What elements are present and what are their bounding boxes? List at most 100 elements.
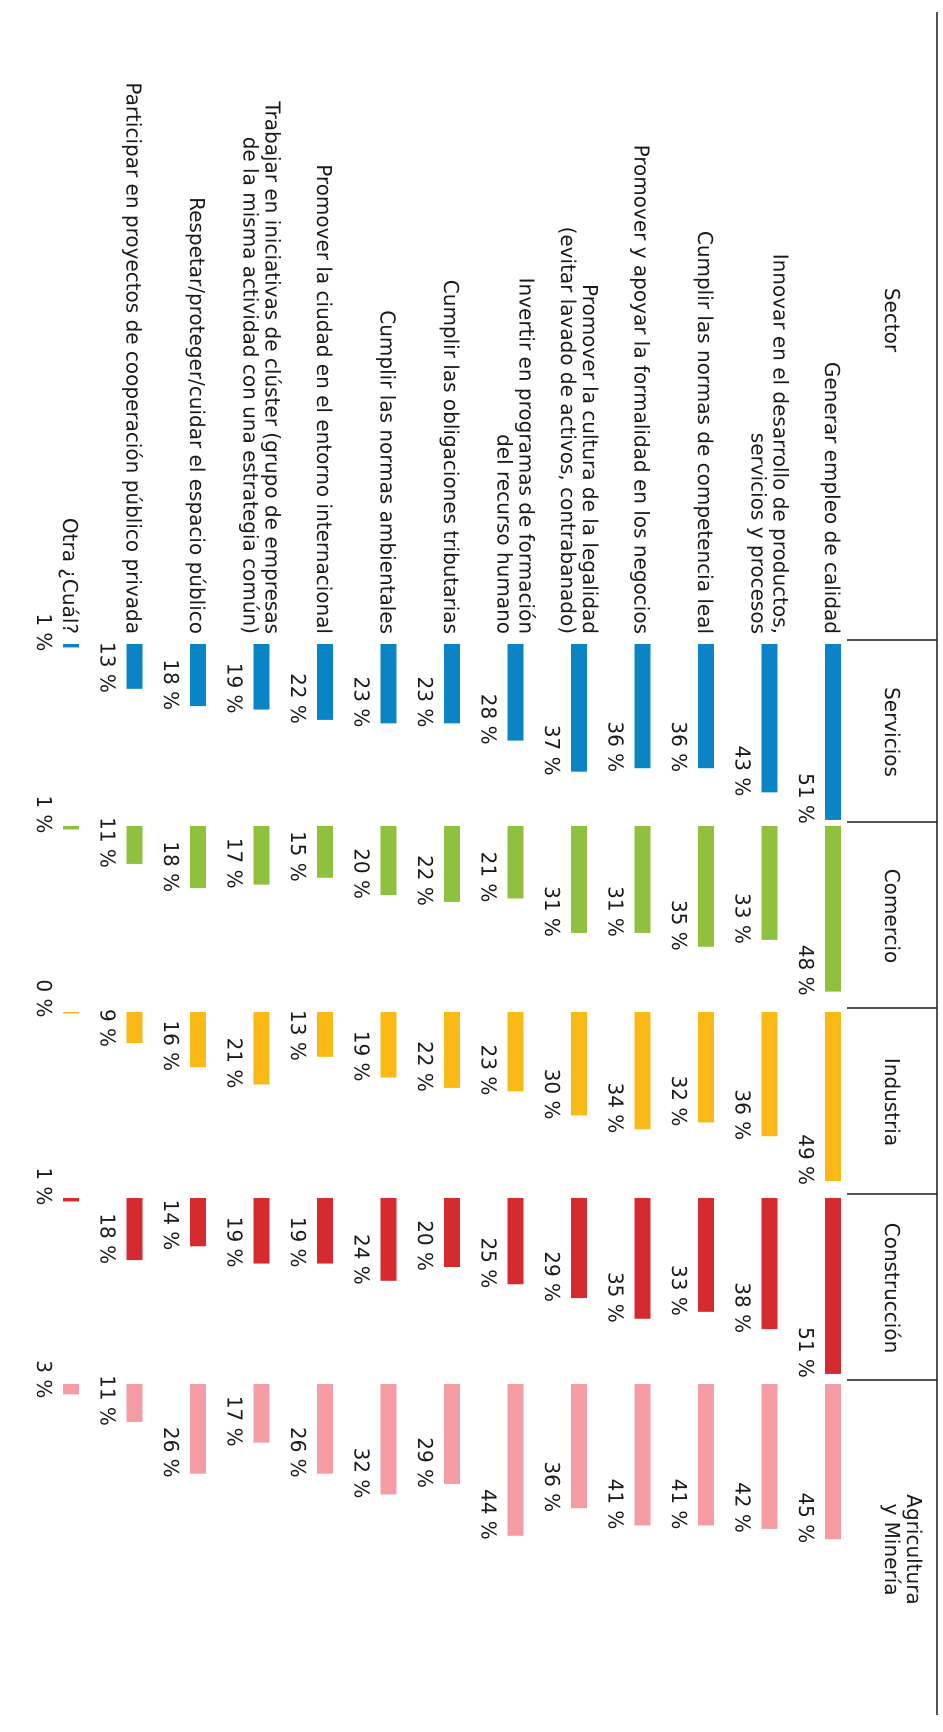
category-label: (evitar lavado de activos, contrabanado) [556,227,580,634]
category-label: Promover la ciudad en el entorno interna… [312,164,336,634]
category-label: del recurso humano [493,434,517,634]
value-label: 32 % [350,1448,374,1499]
bar [761,1198,778,1330]
value-label: 32 % [667,1076,691,1127]
bar [634,826,651,933]
value-label: 20 % [350,848,374,899]
value-label: 36 % [731,1089,755,1140]
bar [190,1012,206,1068]
value-label: 34 % [604,1082,628,1133]
bar [63,1012,79,1014]
bar [380,1012,397,1078]
bar [317,1198,333,1264]
value-label: 30 % [540,1069,564,1120]
value-label: 19 % [223,1217,247,1268]
series-header: Agricultura [902,1494,926,1604]
bar [761,644,778,793]
bar [63,1384,79,1395]
value-label: 44 % [477,1489,501,1540]
value-label: 22 % [413,1041,437,1092]
value-label: 18 % [159,841,183,892]
series-header: Construcción [880,1223,904,1354]
bar [444,644,460,724]
bar [253,1012,270,1085]
bar [507,644,524,741]
category-label: Invertir en programas de formación [515,278,539,634]
value-label: 26 % [286,1427,310,1478]
value-label: 11 % [96,817,120,868]
bar [253,1198,270,1264]
bar [444,826,460,902]
value-label: 19 % [223,663,247,714]
value-label: 31 % [540,886,564,937]
value-label: 19 % [350,1031,374,1082]
value-label: 18 % [96,1213,120,1264]
sector-header: Sector [880,288,904,353]
category-label: Cumplir las obligaciones tributarias [439,280,463,634]
bar [380,1384,397,1495]
value-label: 0 % [32,979,56,1017]
bar [317,1384,333,1474]
category-label: Promover la cultura de la legalidad [578,284,602,634]
bar [698,1012,714,1123]
category-label: Respetar/proteger/cuidar el espacio públ… [185,197,209,634]
bar [126,1012,143,1044]
bar [825,1198,841,1374]
value-label: 43 % [731,746,755,797]
value-label: 15 % [286,831,310,882]
bar [507,1198,524,1285]
series-header: Comercio [880,869,904,964]
value-label: 42 % [731,1482,755,1533]
value-label: 38 % [731,1282,755,1333]
value-label: 17 % [223,838,247,889]
category-label: de la misma actividad con una estrategia… [239,137,263,634]
bar [698,826,714,947]
bar [634,1012,651,1130]
category-label: Otra ¿Cuál? [58,518,82,634]
bar [380,826,397,895]
bar [698,1384,714,1526]
value-label: 21 % [477,852,501,903]
bar [63,644,79,648]
value-label: 48 % [794,945,818,996]
value-label: 23 % [350,677,374,728]
category-label: Generar empleo de calidad [820,362,844,634]
bar [444,1012,460,1088]
bar [380,644,397,724]
value-label: 13 % [96,642,120,693]
value-label: 29 % [540,1251,564,1302]
value-label: 11 % [96,1375,120,1426]
bar [825,826,841,992]
bar [126,1384,143,1422]
value-label: 1 % [32,1167,56,1205]
value-label: 33 % [731,893,755,944]
value-label: 18 % [159,659,183,710]
bar [761,826,778,940]
value-label: 17 % [223,1396,247,1447]
bar [253,1384,270,1443]
bar [761,1012,778,1137]
bar [63,826,79,830]
bar [825,1012,841,1182]
bar [190,826,206,889]
bar [317,644,333,720]
value-label: 1 % [32,795,56,833]
value-label: 33 % [667,1265,691,1316]
bar [825,644,841,820]
value-label: 29 % [413,1437,437,1488]
bar [190,644,206,707]
value-label: 37 % [540,725,564,776]
bar [253,826,270,885]
value-label: 36 % [604,721,628,772]
bar [507,1384,524,1536]
category-label: Promover y apoyar la formalidad en los n… [630,145,654,634]
value-label: 49 % [794,1134,818,1185]
value-label: 51 % [794,773,818,824]
bar [634,1198,651,1319]
bar [507,1012,524,1092]
category-label: Trabajar en iniciativas de clúster (grup… [261,100,285,634]
value-label: 25 % [477,1237,501,1288]
bar [444,1384,460,1485]
value-label: 35 % [604,1272,628,1323]
